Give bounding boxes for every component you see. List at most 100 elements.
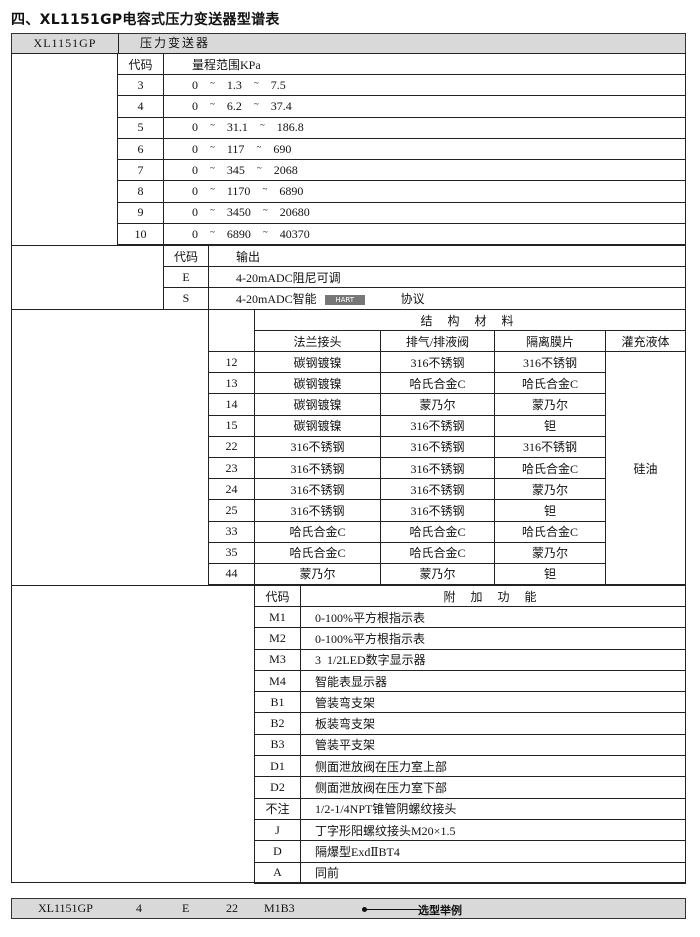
flange-material: 碳钢镀镍 xyxy=(254,414,381,437)
column-flange: 法兰接头 xyxy=(254,330,381,352)
output-desc: 4-20mADC智能 HART 协议 xyxy=(208,287,686,310)
function-row: M2 0-100%平方根指示表 xyxy=(254,627,686,650)
flange-material: 哈氏合金C xyxy=(254,520,381,543)
fill-fluid: 硅油 xyxy=(605,350,686,586)
function-desc: 0-100%平方根指示表 xyxy=(300,605,686,629)
material-code: 22 xyxy=(208,435,255,458)
range-values: 0 ~6.2 ~37.4 xyxy=(163,95,686,118)
range-values: 0 ~1.3 ~7.5 xyxy=(163,73,686,97)
function-code: M2 xyxy=(254,627,301,650)
material-code: 13 xyxy=(208,372,255,395)
range-max: 186.8 xyxy=(276,120,304,135)
function-code: D2 xyxy=(254,776,301,799)
range-max: 37.4 xyxy=(270,98,292,113)
range-label-header: 量程范围KPa xyxy=(163,53,686,75)
model-header-row: XL1151GP 压力变送器 xyxy=(11,33,686,54)
vent-valve-material: 哈氏合金C xyxy=(380,372,495,395)
range-code: 7 xyxy=(117,159,164,182)
tilde-separator: ~ xyxy=(262,184,268,195)
materials-table: 结 构 材 料 法兰接头 排气/排液阀 隔离膜片 灌充液体 12 碳钢镀镍 316不… xyxy=(208,309,686,586)
vent-valve-material: 316不锈钢 xyxy=(380,499,495,522)
material-code: 14 xyxy=(208,393,255,416)
tilde-separator: ~ xyxy=(210,226,215,237)
function-desc: 0-100%平方根指示表 xyxy=(300,627,686,650)
materials-row: 35 哈氏合金C 哈氏合金C 蒙乃尔 xyxy=(208,541,686,564)
range-row: 7 0 ~345 ~2068 xyxy=(117,159,686,182)
output-header-row: 代码 输出 xyxy=(163,245,686,267)
selection-example-row: XL1151GP 4 E 22 M1B3 选型举例 xyxy=(11,898,686,919)
range-values: 0 ~345 ~2068 xyxy=(163,159,686,182)
range-min: 0 xyxy=(192,120,198,135)
range-min: 0 xyxy=(192,226,198,241)
output-desc: 4-20mADC阻尼可调 xyxy=(208,265,686,289)
function-desc: 管装弯支架 xyxy=(300,691,686,714)
output-table: 代码 输出 E 4-20mADC阻尼可调 S 4-20mADC智能 HART 协议 xyxy=(163,245,686,310)
function-row: 不注 1/2-1/4NPT锥管阴螺纹接头 xyxy=(254,797,686,820)
range-min: 0 xyxy=(192,141,198,156)
range-code: 8 xyxy=(117,180,164,203)
function-row: M3 3 1/2LED数字显示器 xyxy=(254,648,686,671)
materials-columns-row: 法兰接头 排气/排液阀 隔离膜片 灌充液体 xyxy=(209,330,686,352)
tilde-separator: ~ xyxy=(262,205,268,216)
flange-material: 哈氏合金C xyxy=(254,541,381,564)
tilde-separator: ~ xyxy=(210,120,215,131)
range-row: 9 0 ~3450 ~20680 xyxy=(117,201,686,225)
function-row: B1 管装弯支架 xyxy=(254,691,686,714)
material-code: 12 xyxy=(208,350,255,374)
function-code: B1 xyxy=(254,691,301,714)
range-mid: 1.3 xyxy=(226,77,242,92)
hart-logo: HART xyxy=(324,295,365,306)
tilde-separator: ~ xyxy=(210,141,215,152)
output-code: E xyxy=(163,265,209,289)
model-name: XL1151GP xyxy=(12,34,119,53)
function-row: D1 侧面泄放阀在压力室上部 xyxy=(254,755,686,778)
range-mid: 31.1 xyxy=(226,120,248,135)
example-function-code: M1B3 xyxy=(264,901,295,915)
tilde-separator: ~ xyxy=(256,162,262,173)
function-desc: 1/2-1/4NPT锥管阴螺纹接头 xyxy=(300,797,686,820)
tilde-separator: ~ xyxy=(210,184,215,195)
column-vent-valve: 排气/排液阀 xyxy=(380,330,495,352)
range-mid: 117 xyxy=(226,141,245,156)
function-desc: 隔爆型ExdⅡBT4 xyxy=(300,840,686,863)
materials-code-header xyxy=(208,309,255,352)
product-name: 压力变送器 xyxy=(140,36,211,50)
arrow-left-icon xyxy=(362,907,420,912)
diaphragm-material: 316不锈钢 xyxy=(494,350,606,374)
function-code: D1 xyxy=(254,755,301,778)
function-desc: 同前 xyxy=(300,861,686,884)
range-code: 3 xyxy=(117,73,164,97)
example-output-code: E xyxy=(182,901,190,915)
range-max: 7.5 xyxy=(270,77,286,92)
range-row: 6 0 ~117 ~690 xyxy=(117,137,686,161)
materials-row: 33 哈氏合金C 哈氏合金C 哈氏合金C xyxy=(208,520,686,543)
functions-desc-header: 附 加 功 能 xyxy=(300,585,686,607)
tilde-separator: ~ xyxy=(253,98,259,109)
materials-group-row: 结 构 材 料 xyxy=(208,309,686,352)
material-code: 35 xyxy=(208,541,255,564)
output-row: E 4-20mADC阻尼可调 xyxy=(163,265,686,289)
diaphragm-material: 哈氏合金C xyxy=(494,520,606,543)
diaphragm-material: 钽 xyxy=(494,562,606,586)
function-desc: 丁字形阳螺纹接头M20×1.5 xyxy=(300,818,686,842)
function-desc: 板装弯支架 xyxy=(300,712,686,735)
diaphragm-material: 哈氏合金C xyxy=(494,456,606,480)
flange-material: 316不锈钢 xyxy=(254,435,381,458)
range-min: 0 xyxy=(192,98,198,113)
functions-code-header: 代码 xyxy=(254,585,301,607)
range-header-row: 代码 量程范围KPa xyxy=(117,53,686,75)
range-values: 0 ~31.1 ~186.8 xyxy=(163,116,686,139)
range-code: 5 xyxy=(117,116,164,139)
range-max: 20680 xyxy=(279,205,310,220)
materials-row: 24 316不锈钢 316不锈钢 蒙乃尔 xyxy=(208,478,686,501)
function-code: M4 xyxy=(254,669,301,693)
output-desc-text: 4-20mADC智能 xyxy=(236,291,317,306)
functions-header-row: 代码 附 加 功 能 xyxy=(254,585,686,607)
function-code: M1 xyxy=(254,605,301,629)
tilde-separator: ~ xyxy=(210,162,215,173)
vent-valve-material: 316不锈钢 xyxy=(380,478,495,501)
range-max: 690 xyxy=(273,141,292,156)
example-material-code: 22 xyxy=(226,901,238,915)
materials-row: 13 碳钢镀镍 哈氏合金C 哈氏合金C xyxy=(208,372,686,395)
range-max: 6890 xyxy=(279,184,304,199)
